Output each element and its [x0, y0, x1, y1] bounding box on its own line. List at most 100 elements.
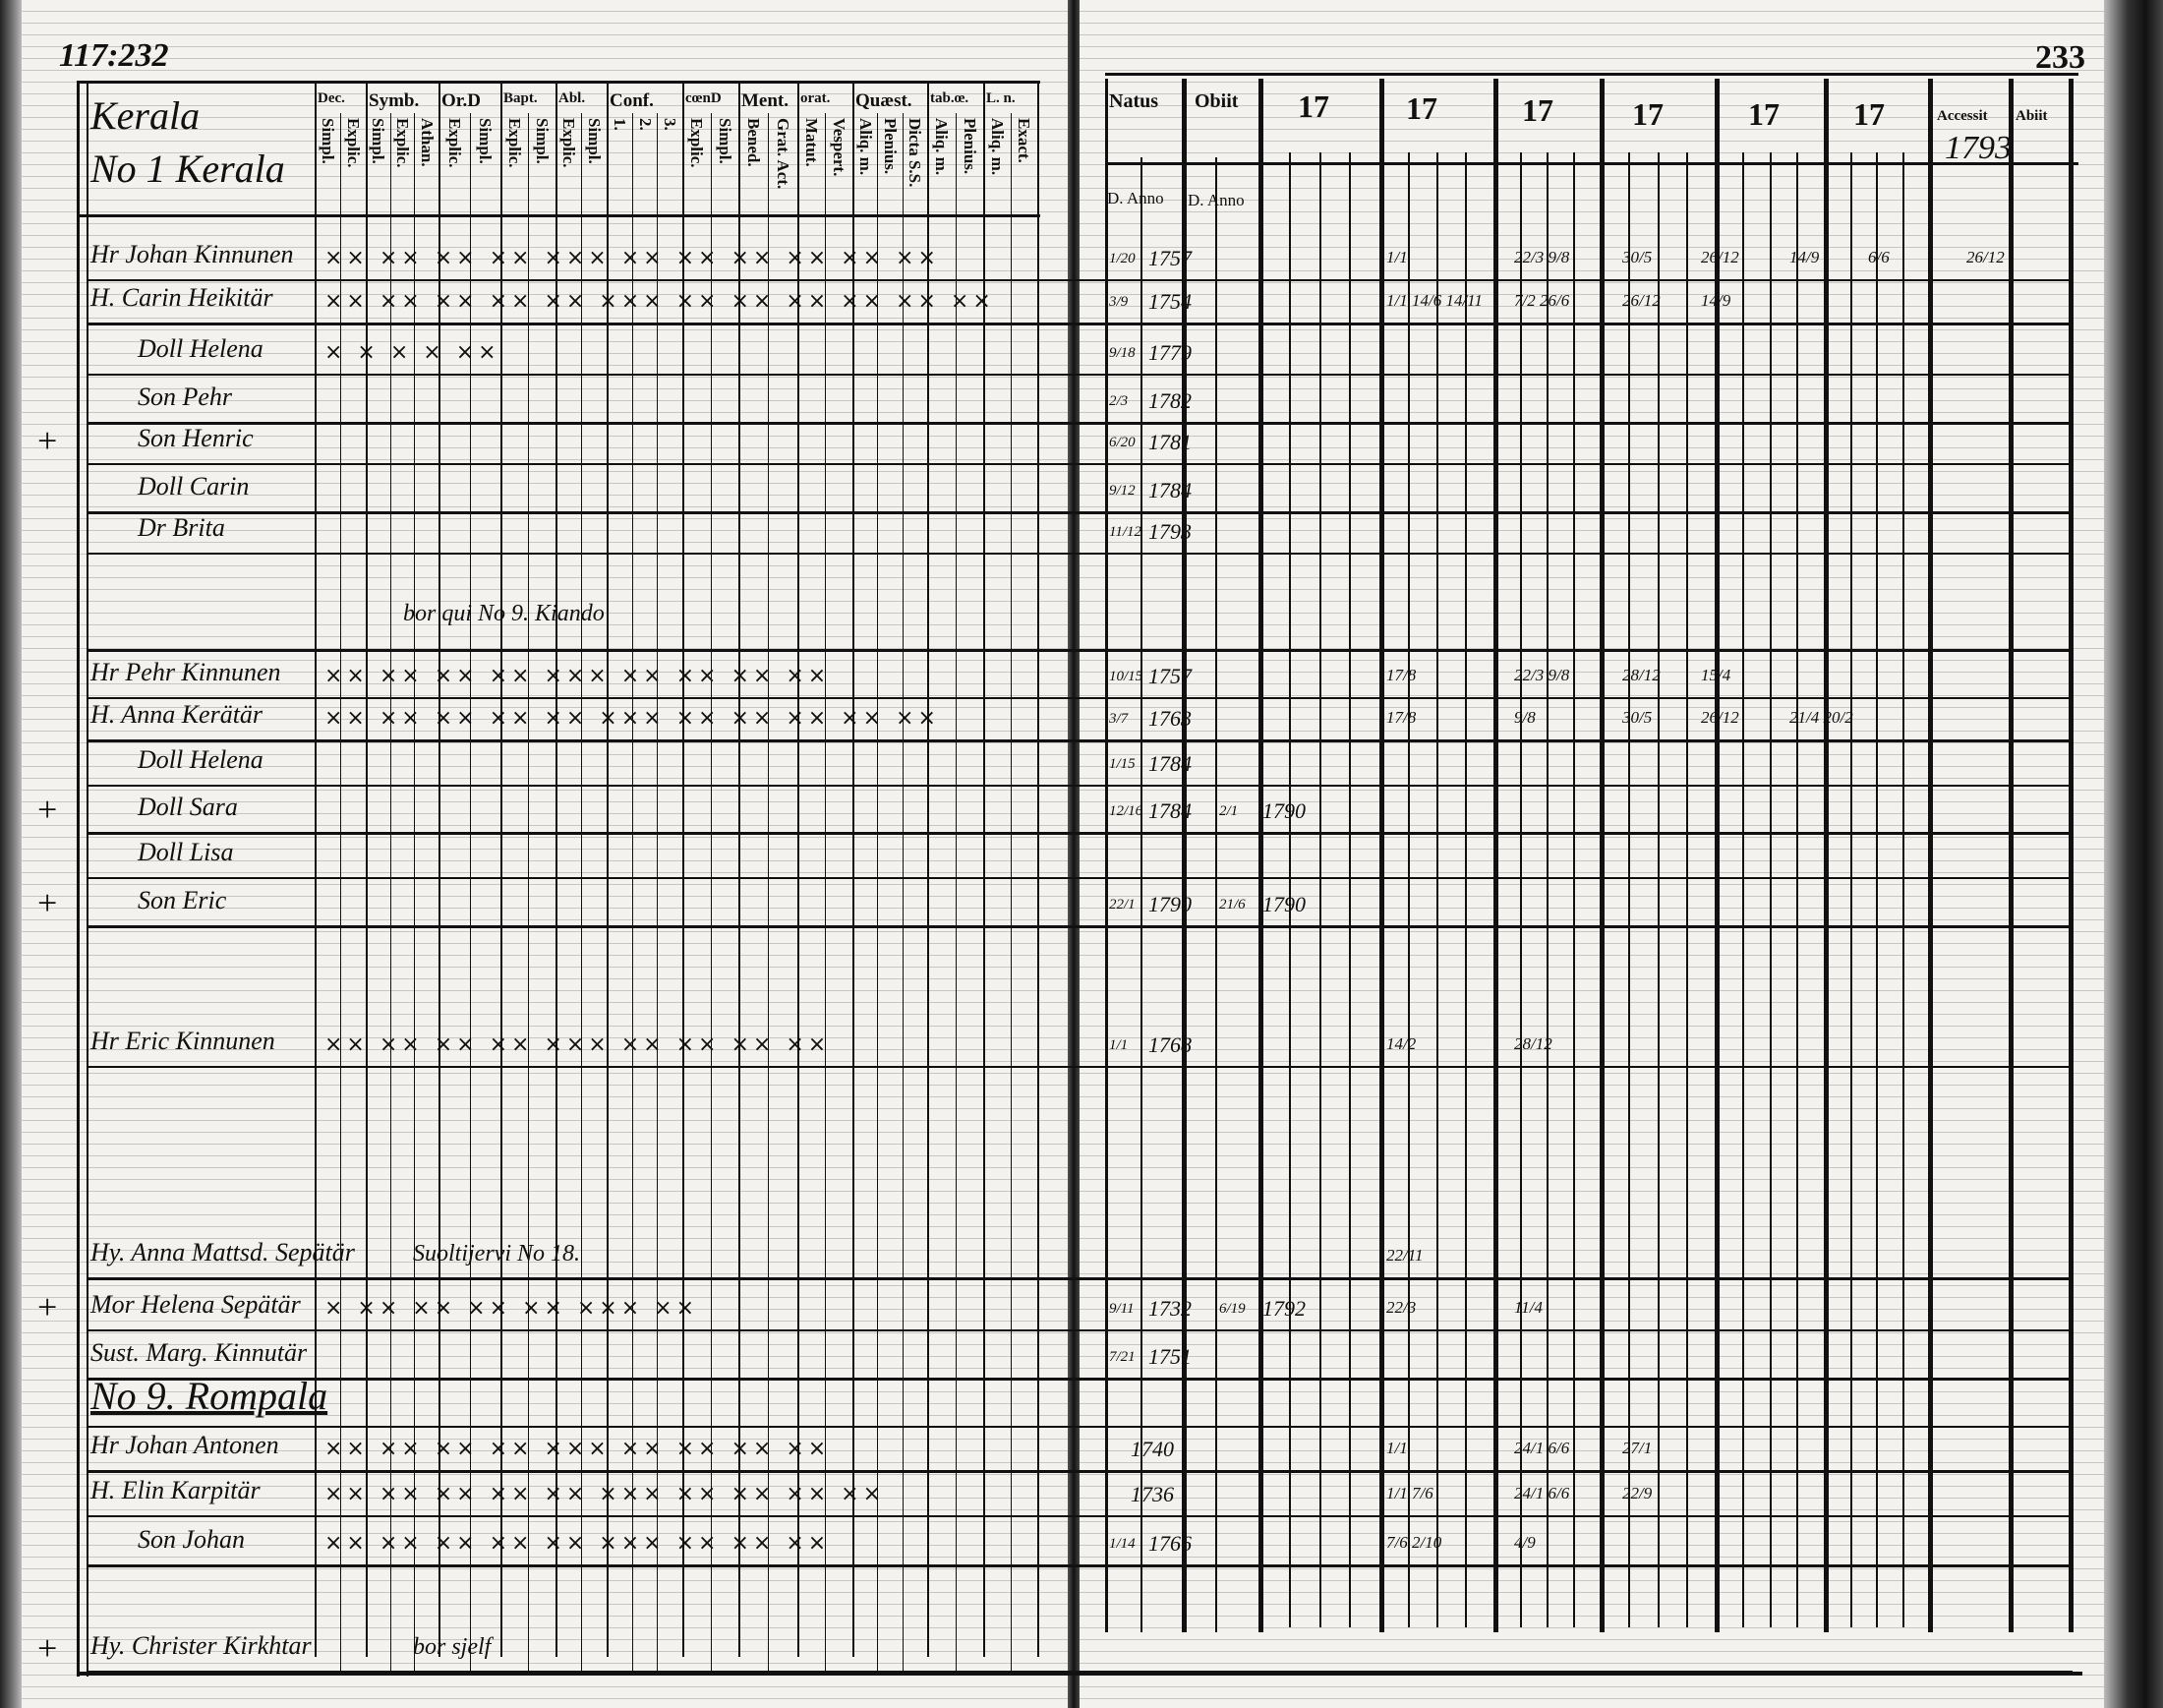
book-spine: [1068, 0, 1080, 1708]
group-line: [315, 84, 317, 1657]
year-header-4: 17: [1632, 96, 1664, 132]
column-group-header: Quæst.: [855, 90, 912, 111]
date-entry: 28/12: [1514, 1034, 1552, 1053]
person-name: Doll Helena: [138, 334, 263, 363]
natus-year: 1790: [1148, 892, 1192, 916]
date-entry: 1/1: [1386, 248, 1408, 266]
natus-day: 6/20: [1109, 435, 1136, 450]
village-title: Kerala: [90, 93, 201, 138]
date-entry: 26/12: [1701, 248, 1739, 266]
column-sub-header: Exact.: [1015, 118, 1033, 163]
group-line: [852, 84, 854, 1657]
person-name: Hr Johan Kinnunen: [90, 240, 294, 268]
date-entry: 17/8: [1386, 708, 1417, 727]
row-separator: [87, 1378, 2073, 1381]
deceased-cross-mark: +: [37, 883, 58, 922]
left-page: [20, 0, 1070, 1708]
person-name: Hy. Christer Kirkhtar: [90, 1631, 312, 1660]
natus-year: 1754: [1148, 289, 1192, 314]
date-entry: 30/5: [1622, 248, 1653, 266]
column-sub-header: Simpl.: [716, 118, 734, 164]
column-sub-header: Aliq. m.: [856, 118, 875, 176]
thin-column-line: [1902, 152, 1904, 1627]
scan-edge-right: [2104, 0, 2163, 1708]
deceased-cross-mark: +: [37, 421, 58, 460]
year-header-3: 17: [1522, 92, 1553, 128]
natus-day: 1/15: [1109, 756, 1136, 772]
thick-column-line: [1493, 79, 1498, 1632]
date-entry: 26/12: [1966, 248, 2005, 266]
catechism-marks: ×× ×× ×× ×× ×× ××× ×× ×× ×× ×× ×× ××: [324, 289, 995, 314]
catechism-marks: × × × × ××: [324, 340, 500, 365]
bottom-border: [77, 1672, 2082, 1676]
sub-column-line: [711, 113, 712, 1672]
date-entry: 26/12: [1701, 708, 1739, 727]
natus-year: 1779: [1148, 340, 1192, 365]
column-sub-header: Athan.: [418, 118, 437, 167]
group-line: [607, 84, 609, 1657]
column-group-header: Dec.: [318, 90, 345, 106]
natus-year: 1751: [1148, 1344, 1192, 1369]
date-entry: 9/8: [1514, 708, 1536, 727]
catechism-marks: ×× ×× ×× ×× ××× ×× ×× ×× ×× ×× ××: [324, 246, 940, 270]
natus-day: 2/3: [1109, 393, 1129, 409]
left-top-border: [77, 81, 1040, 84]
row-separator: [87, 323, 2073, 325]
column-sub-header: Explic.: [393, 118, 412, 168]
group-line: [438, 84, 440, 1657]
date-entry: 7/6 2/10: [1386, 1533, 1442, 1552]
natus-day: 1/1: [1109, 1037, 1129, 1053]
natus-day: 3/7: [1109, 711, 1129, 727]
obiit-year: 1792: [1262, 1296, 1306, 1321]
person-name: H. Elin Karpitär: [90, 1476, 261, 1504]
thick-column-line: [1715, 79, 1720, 1632]
thin-column-line: [1408, 152, 1410, 1627]
row-separator: [87, 422, 2073, 425]
row-separator: [87, 1066, 2073, 1068]
person-name: Hr Johan Antonen: [90, 1431, 279, 1459]
obiit-day: 21/6: [1219, 897, 1246, 913]
column-sub-header: 1.: [611, 118, 629, 131]
row-separator: [87, 374, 2073, 376]
row-separator: [87, 1671, 2073, 1673]
sub-column-line: [581, 113, 582, 1672]
row-separator: [87, 1470, 2073, 1473]
natus-day: 7/21: [1109, 1349, 1136, 1365]
row-separator: [87, 1564, 2073, 1567]
date-entry: 22/3 9/8: [1514, 248, 1570, 266]
date-entry: 6/6: [1868, 248, 1890, 266]
thick-column-line: [2009, 79, 2014, 1632]
right-page: [1080, 0, 2114, 1708]
date-entry: 14/9: [1701, 291, 1731, 310]
date-entry: 14/2: [1386, 1034, 1417, 1053]
catechism-marks: ×× ×× ×× ×× ××× ×× ×× ×× ××: [324, 664, 831, 688]
thin-column-line: [1289, 152, 1291, 1627]
natus-year: 1740: [1131, 1437, 1174, 1461]
sub-column-line: [768, 113, 769, 1672]
column-group-header: Symb.: [369, 90, 420, 111]
obiit-year: 1790: [1262, 798, 1306, 823]
group-line: [555, 84, 557, 1657]
natus-day: 1/20: [1109, 251, 1136, 266]
row-separator: [87, 739, 2073, 742]
sub-column-line: [390, 113, 391, 1672]
row-separator: [87, 877, 2073, 879]
group-line: [682, 84, 684, 1657]
row-separator: [87, 1515, 2073, 1517]
deceased-cross-mark: +: [37, 790, 58, 829]
column-sub-header: 2.: [636, 118, 655, 131]
natus-left-line: [1105, 79, 1108, 1632]
column-sub-header: Bened.: [744, 118, 763, 167]
thin-column-line: [1686, 152, 1688, 1627]
obiit-day: 2/1: [1219, 803, 1239, 819]
row-separator: [87, 463, 2073, 465]
natus-day: 12/16: [1109, 803, 1143, 819]
natus-day: 10/15: [1109, 669, 1143, 684]
sub-column-line: [903, 113, 904, 1672]
column-sub-header: Explic.: [559, 118, 578, 168]
column-sub-header: Plenius.: [961, 118, 979, 175]
column-sub-header: Simpl.: [585, 118, 604, 164]
sub-column-line: [414, 113, 415, 1672]
thin-column-line: [1547, 152, 1549, 1627]
natus-year: 1782: [1148, 388, 1192, 413]
